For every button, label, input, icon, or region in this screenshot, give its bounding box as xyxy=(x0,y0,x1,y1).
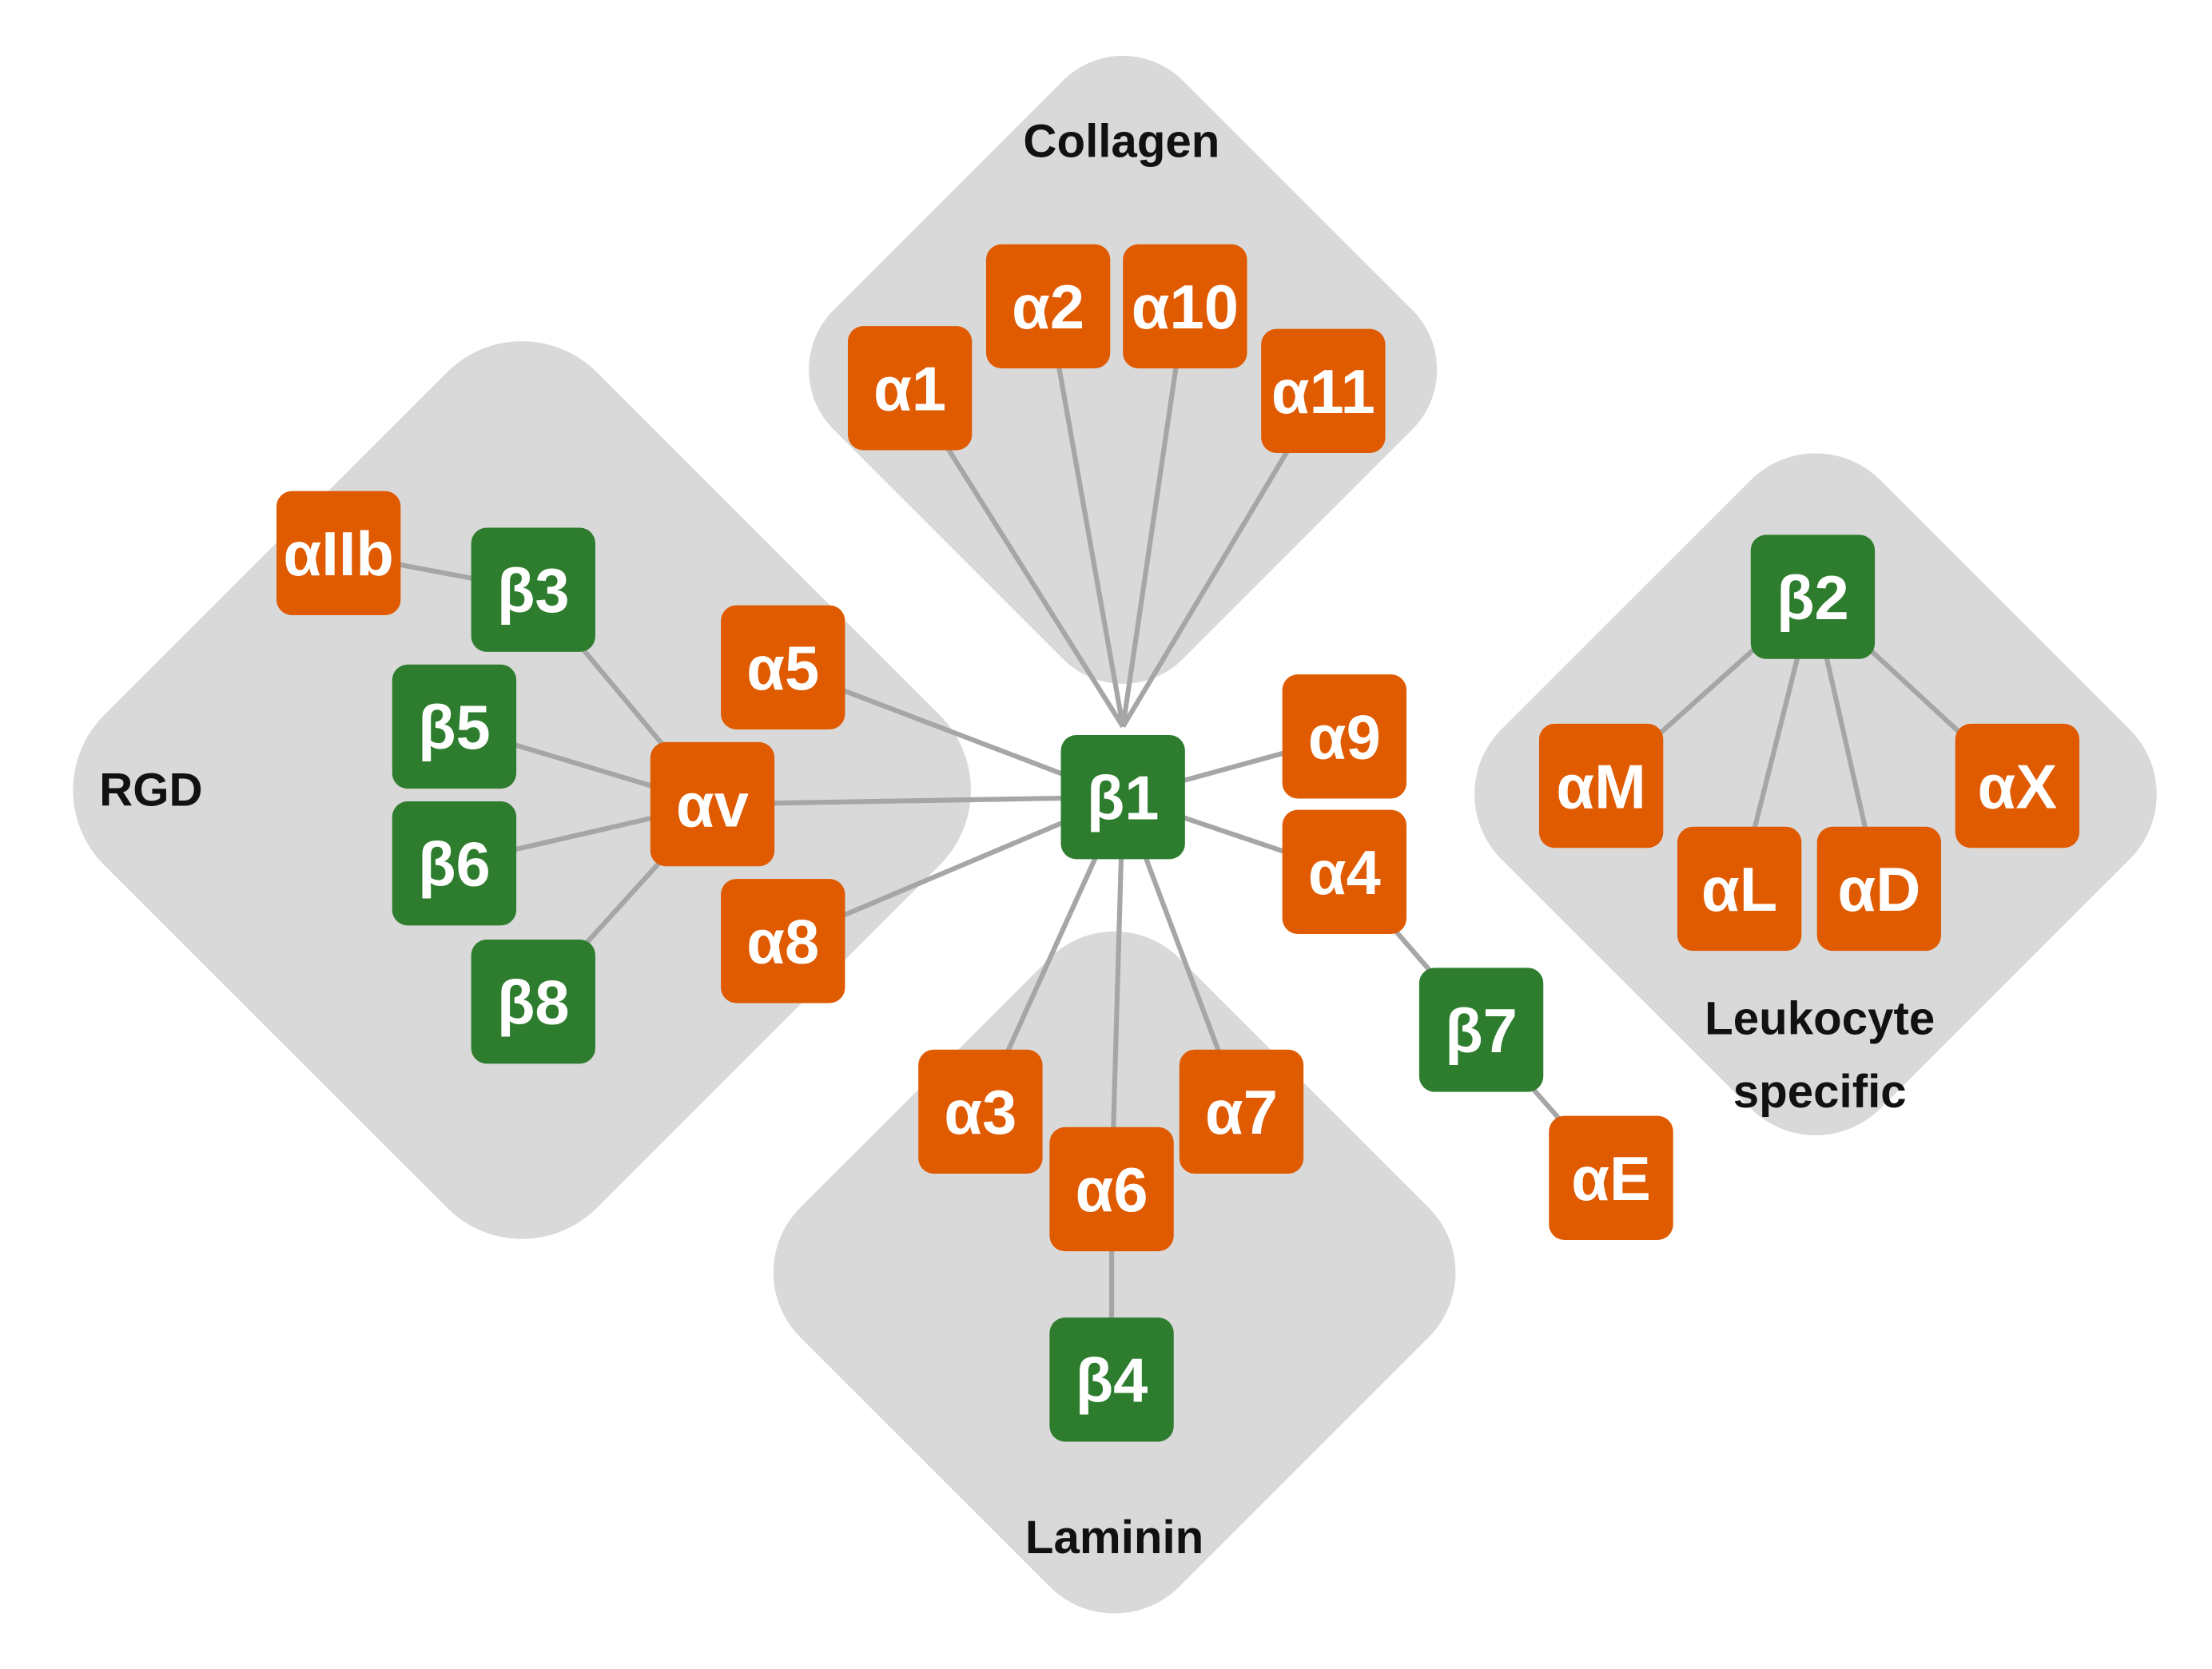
node-label: αE xyxy=(1571,1145,1651,1214)
node-box xyxy=(1677,826,1802,952)
node-box xyxy=(1538,723,1664,848)
node-box xyxy=(1955,723,2080,848)
node-box xyxy=(1750,534,1876,659)
node-box xyxy=(918,1049,1043,1174)
node-label: β8 xyxy=(497,968,570,1037)
node-box xyxy=(1549,1115,1673,1241)
leukocyte-region xyxy=(1474,453,2157,1135)
group-labels: Collagen RGD Laminin Leukocyte specific xyxy=(99,115,1935,1564)
node-label: α1 xyxy=(873,356,946,424)
node-label: α9 xyxy=(1308,704,1381,773)
node-label: β6 xyxy=(418,830,491,899)
node-label: α11 xyxy=(1271,358,1375,427)
group-label: Collagen xyxy=(1023,115,1219,167)
collagen-region xyxy=(809,55,1438,684)
node-box xyxy=(650,741,775,867)
node-box xyxy=(1060,735,1185,860)
node-label: αM xyxy=(1556,753,1645,821)
group-label: specific xyxy=(1733,1066,1907,1118)
node-label: α6 xyxy=(1076,1156,1148,1225)
node-label: αIIb xyxy=(284,520,394,589)
nodes: α1 α2 α10 α11 αIIb β3 α5 β5 αv β6 α8 β8 β1 α9 α4 β7 αE α3… xyxy=(276,244,2080,1442)
node-label: αv xyxy=(676,771,749,840)
group-label: Leukocyte xyxy=(1705,992,1935,1044)
node-box xyxy=(1123,244,1247,369)
node-label: α2 xyxy=(1012,273,1084,342)
node-label: αD xyxy=(1837,856,1920,924)
node-box xyxy=(471,527,595,652)
node-box xyxy=(392,801,517,926)
node-label: α3 xyxy=(944,1079,1016,1147)
node-box xyxy=(985,244,1111,369)
node-label: αX xyxy=(1978,753,2058,821)
node-box xyxy=(1816,826,1942,952)
group-label: RGD xyxy=(99,764,202,816)
edge xyxy=(1120,305,1188,727)
node-label: α4 xyxy=(1308,839,1381,908)
node-label: α5 xyxy=(746,634,819,703)
node-box xyxy=(1049,1317,1174,1442)
node-box xyxy=(1418,968,1544,1092)
node-label: α7 xyxy=(1205,1079,1278,1147)
group-label: Laminin xyxy=(1025,1512,1203,1564)
node-box xyxy=(276,491,401,615)
node-label: αL xyxy=(1701,856,1777,924)
node-box xyxy=(1049,1127,1174,1252)
node-box xyxy=(721,605,845,729)
node-box xyxy=(721,879,845,1003)
node-label: β5 xyxy=(418,693,491,762)
node-label: β4 xyxy=(1076,1347,1148,1416)
node-label: α10 xyxy=(1132,273,1239,342)
node-box xyxy=(471,940,595,1064)
node-box xyxy=(1282,674,1407,799)
node-box xyxy=(1261,328,1386,453)
node-box xyxy=(1282,809,1407,934)
edge xyxy=(712,794,1124,807)
node-label: β3 xyxy=(497,557,570,626)
node-label: β2 xyxy=(1776,564,1849,633)
node-box xyxy=(847,326,973,451)
node-label: β7 xyxy=(1445,997,1518,1066)
node-box xyxy=(1179,1049,1304,1174)
node-label: α8 xyxy=(746,908,819,977)
edge xyxy=(1108,797,1126,1190)
edge xyxy=(1045,305,1126,727)
node-label: β1 xyxy=(1087,764,1160,833)
node-box xyxy=(392,664,517,789)
